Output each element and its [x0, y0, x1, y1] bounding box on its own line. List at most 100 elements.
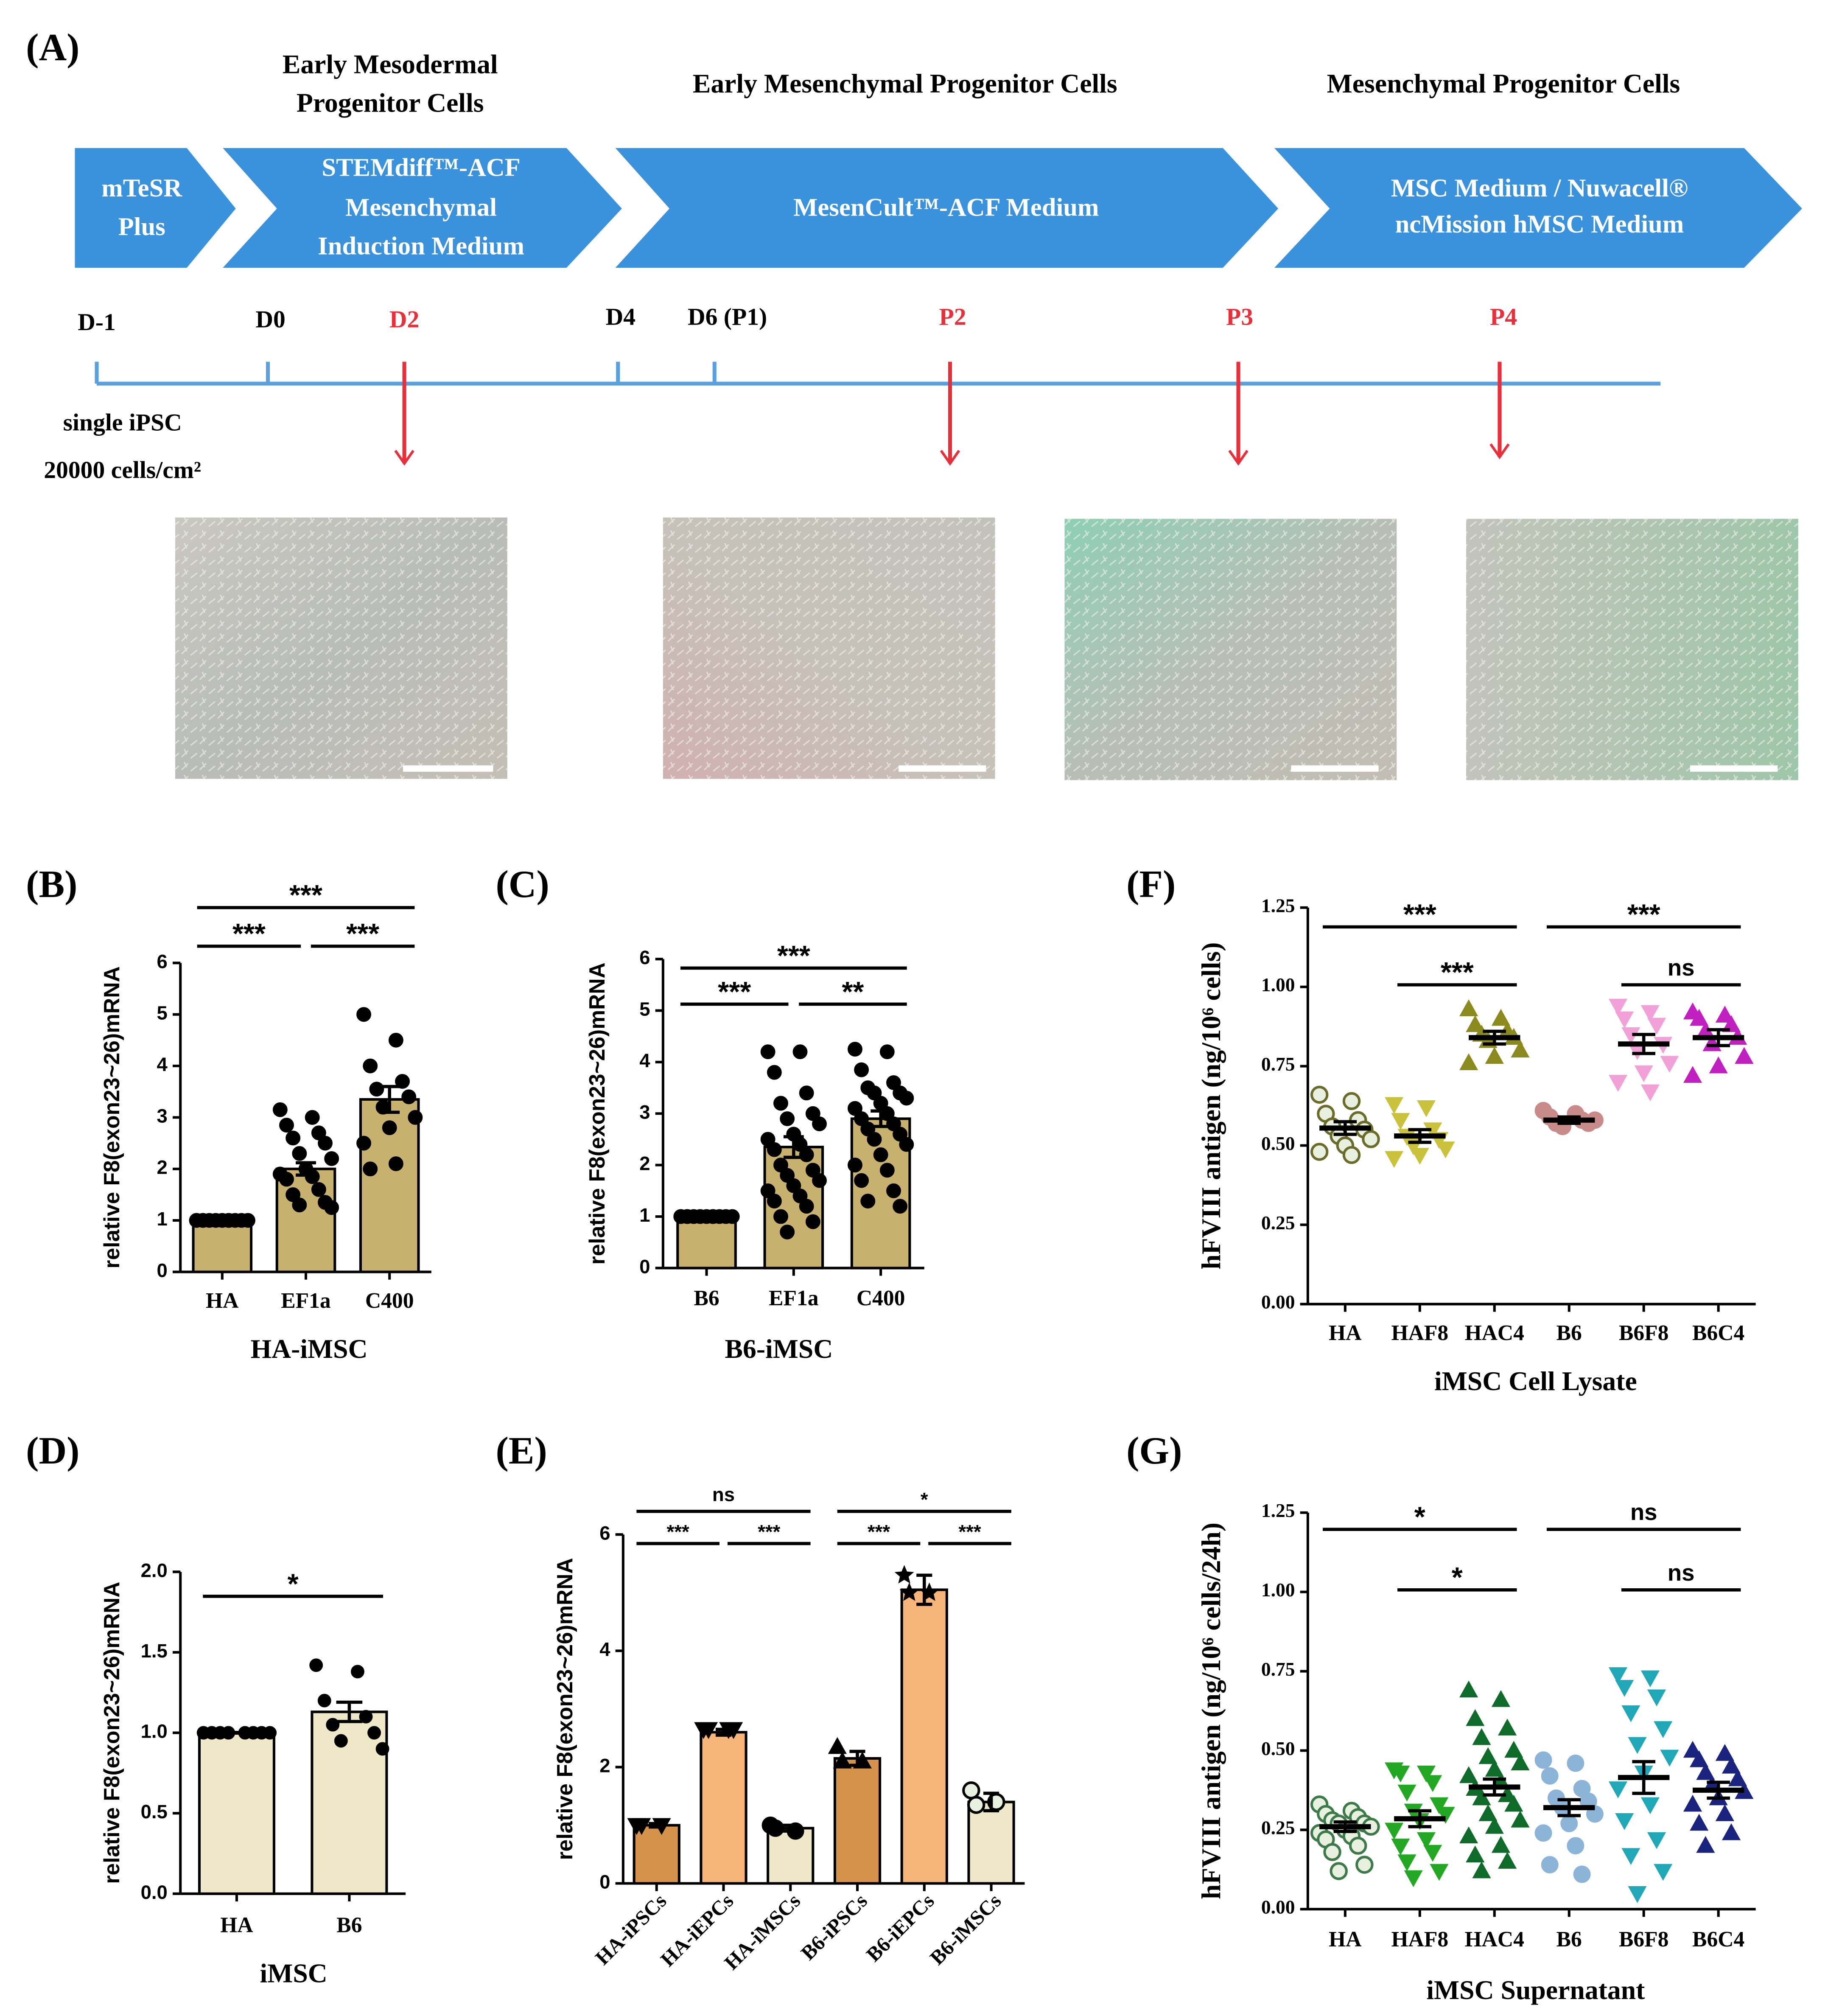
error-bar: [916, 1573, 932, 1606]
error-bar: [212, 1218, 232, 1223]
point: [899, 1137, 914, 1152]
point: [351, 1665, 364, 1679]
x-axis-title: B6-iMSC: [725, 1334, 833, 1364]
point: [1472, 1728, 1491, 1745]
point: [1683, 1741, 1702, 1758]
point: [1690, 1009, 1709, 1026]
timepoint: D-1: [78, 309, 116, 336]
point: [1397, 1784, 1416, 1802]
point: [1722, 1015, 1741, 1032]
point: [1416, 1832, 1436, 1849]
point: [1573, 1865, 1591, 1883]
point: [1430, 1864, 1449, 1881]
panel-label: (B): [26, 863, 77, 906]
point: [899, 1091, 914, 1106]
point: [767, 1142, 782, 1157]
point: [867, 1132, 882, 1147]
significance-label: **: [842, 976, 864, 1008]
medium-label: Mesenchymal: [345, 193, 497, 222]
x-axis-title: HA-iMSC: [251, 1334, 368, 1364]
point: [1385, 1151, 1404, 1168]
bar: [633, 1824, 680, 1885]
x-tick-label: B6-iMSCs: [926, 1890, 1005, 1969]
y-tick-label: 0.00: [1261, 1896, 1295, 1918]
point: [1391, 1838, 1410, 1856]
point: [799, 1085, 814, 1101]
point: [1660, 1056, 1679, 1073]
point: [1511, 1810, 1530, 1828]
y-tick-label: 4: [157, 1054, 168, 1075]
chart: (G) hFVIII antigen (ng/10⁶ cells/24h) iMSC…: [1126, 1429, 1756, 2005]
stage-label: Mesenchymal Progenitor Cells: [1327, 68, 1680, 98]
y-tick-label: 0.50: [1261, 1738, 1295, 1759]
point: [324, 1151, 339, 1166]
point: [773, 1209, 788, 1224]
point: [1349, 1837, 1367, 1855]
y-tick-label: 0.25: [1261, 1212, 1295, 1234]
point: [886, 1183, 901, 1198]
x-tick-label: HAC4: [1465, 1927, 1524, 1952]
stage-label: Early Mesenchymal Progenitor Cells: [693, 68, 1117, 98]
chart: (E)relative F8(exon23~26)mRNA0246HA-iPSC…: [496, 1429, 1025, 1974]
point: [1504, 1794, 1523, 1812]
point: [1478, 1747, 1498, 1764]
point: [1541, 1767, 1559, 1785]
point: [860, 1194, 876, 1209]
y-tick-label: 6: [599, 1522, 610, 1544]
panel-label: (A): [26, 26, 79, 69]
timepoint: D0: [255, 306, 285, 333]
point: [1391, 1113, 1410, 1130]
y-tick-label: 4: [599, 1638, 610, 1660]
point: [1355, 1856, 1374, 1874]
y-tick-label: 5: [639, 998, 650, 1020]
point: [1715, 1006, 1734, 1023]
point: [893, 1199, 908, 1214]
error-bar: [336, 1700, 363, 1723]
chart: (C) relative F8(exon23~26)mRNA B6-iMSC 0 1 2 3…: [496, 863, 924, 1364]
y-tick-label: 2.0: [141, 1559, 168, 1581]
point: [1472, 1861, 1491, 1879]
point: [894, 1565, 914, 1584]
stage-arrow: [1274, 148, 1802, 268]
point: [1709, 1056, 1728, 1074]
significance-label: ***: [232, 918, 266, 950]
point: [305, 1110, 320, 1125]
point: [1430, 1797, 1449, 1814]
point: [1404, 1870, 1423, 1887]
point: [879, 1163, 895, 1178]
point: [854, 1111, 869, 1126]
y-tick-label: 1.0: [141, 1721, 168, 1742]
point: [356, 1136, 371, 1151]
point: [1660, 1750, 1679, 1767]
point: [241, 1213, 255, 1228]
point: [1615, 1011, 1634, 1029]
point: [1647, 1689, 1666, 1707]
point: [833, 1751, 852, 1769]
y-axis-title: hFVIII antigen (ng/10⁶ cells): [1196, 942, 1226, 1269]
point: [1385, 1097, 1404, 1114]
y-tick-label: 0: [599, 1871, 610, 1893]
point: [760, 1132, 775, 1147]
point: [848, 1101, 862, 1116]
y-tick-label: 2: [157, 1157, 168, 1178]
point: [799, 1147, 814, 1162]
seeding-note: 20000 cells/cm²: [44, 457, 201, 484]
bar: [198, 1731, 275, 1895]
point: [195, 1213, 210, 1228]
point: [1567, 1837, 1584, 1855]
point: [292, 1197, 307, 1213]
point: [1436, 1807, 1455, 1824]
bar: [700, 1731, 747, 1885]
point: [1323, 1843, 1341, 1861]
bar: [833, 1757, 882, 1885]
x-tick-label: EF1a: [769, 1286, 818, 1310]
y-tick-label: 0.25: [1261, 1817, 1295, 1839]
y-axis-title: relative F8(exon23~26)mRNA: [99, 1581, 124, 1884]
point: [401, 1089, 417, 1105]
point: [1628, 1737, 1647, 1754]
point: [792, 1188, 808, 1203]
point: [1567, 1754, 1584, 1772]
y-tick-label: 0: [639, 1256, 650, 1277]
timepoint: P2: [939, 304, 966, 331]
x-tick-label: B6F8: [1619, 1321, 1668, 1345]
